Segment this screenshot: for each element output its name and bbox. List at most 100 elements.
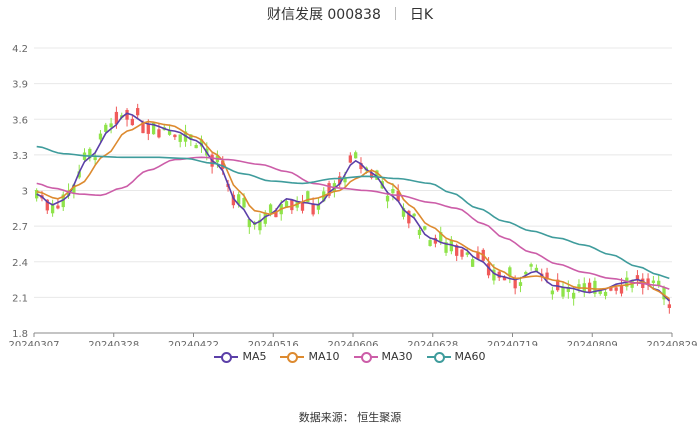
legend-label: MA60 — [454, 350, 486, 363]
x-tick-label: 20240809 — [567, 340, 618, 346]
x-tick-label: 20240606 — [328, 340, 379, 346]
candle-body — [439, 232, 443, 242]
legend-marker — [426, 351, 451, 363]
candle-body — [93, 157, 97, 161]
candle-body — [109, 123, 113, 128]
candle-body — [646, 278, 650, 286]
candle-body — [651, 280, 656, 283]
candle-body — [45, 199, 49, 211]
candle-body — [657, 280, 661, 286]
candle-body — [508, 267, 512, 277]
candle-body — [598, 290, 602, 294]
ma-line-ma5 — [36, 112, 670, 302]
candle-body — [300, 201, 305, 211]
candle-body — [407, 210, 411, 224]
candle-body — [66, 190, 71, 196]
candle-body — [194, 145, 198, 149]
legend-label: MA5 — [242, 350, 267, 363]
candle-body — [348, 155, 352, 163]
candle-body — [412, 213, 416, 217]
candle-body — [492, 269, 496, 281]
candle-body — [614, 287, 618, 291]
candle-body — [593, 280, 597, 294]
candle-body — [316, 203, 321, 210]
y-tick-label: 4.2 — [12, 44, 28, 55]
candle-body — [146, 123, 150, 134]
candle-body — [284, 201, 289, 208]
y-tick-label: 2.1 — [12, 293, 28, 304]
candle-body — [231, 194, 236, 206]
candle-body — [311, 204, 315, 215]
legend-marker — [353, 351, 378, 363]
candle-body — [274, 210, 278, 218]
candle-body — [268, 204, 273, 213]
candle-body — [428, 240, 432, 246]
candle-body — [534, 267, 539, 272]
candle-body — [465, 252, 469, 255]
data-source: 数据来源： 恒生聚源 — [298, 411, 402, 424]
candle-body — [56, 205, 60, 209]
y-tick-label: 3.3 — [12, 151, 28, 162]
candle-body — [189, 134, 193, 140]
candle-body — [157, 129, 161, 138]
candle-body — [662, 287, 666, 300]
candle-body — [433, 237, 438, 244]
y-tick-label: 1.8 — [12, 329, 28, 340]
candle-body — [242, 197, 246, 208]
candle-body — [72, 184, 76, 193]
candle-body — [667, 304, 671, 308]
candle-body — [385, 195, 390, 202]
candle-body — [263, 212, 267, 224]
candle-body — [476, 251, 480, 259]
candle-body — [306, 191, 310, 203]
y-tick-label: 3.9 — [12, 80, 28, 91]
ma-line-ma60 — [36, 145, 670, 280]
chart-legend: MA5 MA10 MA30 MA60 — [0, 350, 700, 366]
candle-body — [77, 171, 81, 178]
candle-body — [571, 292, 576, 299]
candle-body — [88, 148, 92, 159]
candle-body — [130, 118, 135, 126]
candle-body — [104, 124, 108, 132]
candle-body — [258, 219, 262, 231]
legend-label: MA10 — [308, 350, 340, 363]
candle-body — [354, 152, 358, 159]
candle-body — [167, 130, 172, 135]
candle-body — [50, 203, 55, 214]
candle-body — [502, 276, 507, 281]
candle-body — [221, 160, 225, 169]
candle-body — [524, 271, 528, 275]
legend-item-ma5[interactable]: MA5 — [214, 350, 266, 363]
legend-marker — [280, 351, 305, 363]
candle-body — [417, 229, 422, 236]
candle-body — [609, 287, 613, 291]
candle-body — [455, 245, 459, 256]
candle-body — [603, 291, 608, 296]
period-label: 日K — [409, 7, 434, 23]
candle-body — [375, 170, 379, 180]
y-tick-label: 3.6 — [12, 115, 28, 126]
y-tick-label: 2.7 — [12, 222, 28, 233]
candle-body — [199, 139, 204, 147]
candle-body — [444, 242, 448, 253]
candle-body — [518, 282, 523, 286]
candle-body — [327, 183, 331, 196]
title-separator — [394, 7, 396, 20]
legend-item-ma30[interactable]: MA30 — [353, 350, 413, 363]
legend-item-ma60[interactable]: MA60 — [426, 350, 486, 363]
candle-body — [290, 199, 294, 211]
x-tick-label: 20240829 — [647, 340, 698, 346]
candle-body — [369, 172, 374, 178]
candle-body — [125, 109, 129, 120]
candle-body — [577, 284, 581, 289]
ma-line-ma10 — [36, 120, 670, 300]
candle-body — [423, 226, 427, 230]
legend-item-ma10[interactable]: MA10 — [280, 350, 340, 363]
candle-body — [486, 263, 491, 276]
x-tick-label: 20240516 — [248, 340, 299, 346]
candle-body — [401, 207, 406, 217]
candle-body — [343, 178, 347, 183]
x-tick-label: 20240628 — [407, 340, 458, 346]
candle-body — [141, 122, 145, 134]
